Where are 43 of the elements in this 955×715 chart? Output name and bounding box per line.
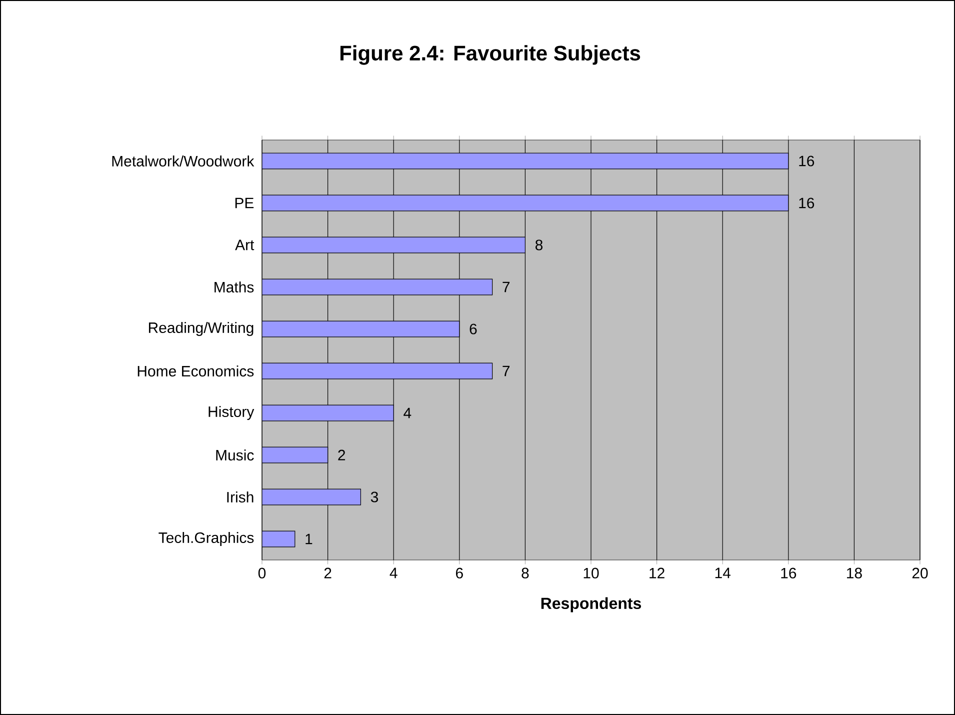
bar (262, 278, 493, 296)
y-tick-label: Metalwork/Woodwork (112, 155, 254, 167)
y-tick-label: Home Economics (138, 365, 254, 377)
y-tick-label: PE (235, 198, 254, 208)
x-tick-label: 8 (522, 568, 529, 578)
x-tick-label: 0 (258, 568, 266, 578)
x-tick-label: 18 (847, 568, 862, 578)
x-tick-label: 6 (456, 568, 463, 578)
data-label: 16 (799, 156, 814, 166)
y-tick-label: Music (216, 449, 254, 461)
x-tick-label: 10 (584, 568, 599, 578)
data-label: 6 (470, 324, 477, 334)
data-label: 16 (799, 198, 814, 208)
x-tick-label: 20 (912, 568, 928, 578)
bar (262, 446, 328, 464)
bar (262, 236, 526, 254)
data-label: 1 (306, 534, 312, 544)
y-tick-label: Art (235, 240, 254, 250)
y-tick-label: Maths (214, 281, 254, 293)
bar (262, 362, 493, 380)
data-label: 7 (502, 366, 510, 376)
x-tick-label: 12 (650, 568, 664, 578)
x-tick-label: 14 (715, 568, 731, 578)
y-tick-label: Irish (227, 491, 254, 503)
data-label: 2 (338, 450, 346, 460)
y-tick-label: Reading/Writing (148, 322, 254, 336)
y-tick-label: History (208, 406, 254, 420)
x-tick-label: 16 (781, 568, 796, 578)
data-label: 8 (535, 240, 543, 250)
bar (262, 320, 460, 338)
bar (262, 488, 362, 506)
x-tick-label: 2 (324, 568, 332, 578)
data-label: 7 (502, 282, 510, 292)
bar (262, 530, 296, 548)
x-axis-title: Respondents (541, 597, 642, 612)
y-tick-label: Tech.Graphics (158, 532, 254, 546)
x-tick-label: 4 (390, 568, 398, 578)
bar (262, 404, 394, 422)
bar (262, 194, 789, 212)
chart-title: Figure 2.4: Favourite Subjects (340, 45, 640, 65)
bar (262, 152, 789, 170)
data-label: 3 (370, 492, 378, 502)
data-label: 4 (404, 408, 412, 418)
